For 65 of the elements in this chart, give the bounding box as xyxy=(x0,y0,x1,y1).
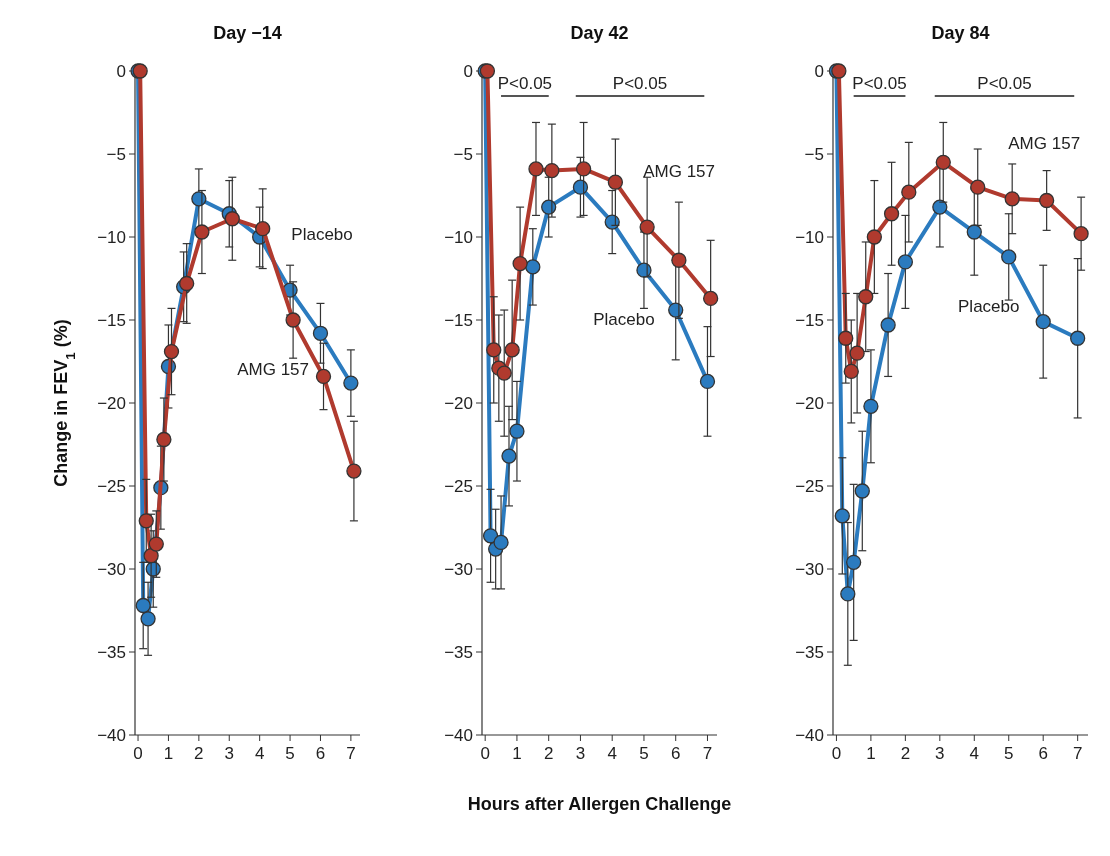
y-tick-label: −30 xyxy=(444,559,473,579)
y-tick-label: −20 xyxy=(97,393,126,413)
annotation: P<0.05 xyxy=(612,74,668,93)
chart-title: Day 42 xyxy=(570,23,629,43)
y-tick-label: −5 xyxy=(453,144,473,164)
x-tick-label: 2 xyxy=(194,744,204,763)
y-tick-label: −40 xyxy=(444,725,473,745)
annotation: P<0.05 xyxy=(497,74,553,93)
x-tick-label: 3 xyxy=(224,744,234,763)
y-tick-label: −25 xyxy=(795,476,824,496)
y-tick-label: −5 xyxy=(106,144,126,164)
x-tick-label: 7 xyxy=(702,744,713,763)
y-tick-label: 0 xyxy=(116,61,126,81)
x-tick-label: 1 xyxy=(866,744,876,763)
y-tick-label: −35 xyxy=(795,642,824,662)
y-tick-label: −40 xyxy=(795,725,824,745)
y-tick-label: −35 xyxy=(97,642,126,662)
x-tick-label: 0 xyxy=(831,744,842,763)
y-tick-label: −15 xyxy=(444,310,473,330)
y-tick-label: −25 xyxy=(444,476,473,496)
y-tick-label: −20 xyxy=(795,393,824,413)
x-tick-label: 1 xyxy=(512,744,522,763)
x-tick-label: 5 xyxy=(1004,744,1014,763)
y-tick-label: −30 xyxy=(97,559,126,579)
series-label: AMG 157 xyxy=(237,360,310,379)
x-tick-label: 0 xyxy=(480,744,490,763)
x-tick-label: 3 xyxy=(575,744,586,763)
annotation: P<0.05 xyxy=(852,74,907,93)
x-tick-label: 2 xyxy=(900,744,911,763)
y-tick-label: −15 xyxy=(795,310,824,330)
series-label: AMG 157 xyxy=(643,162,716,182)
y-tick-label: −15 xyxy=(97,310,126,330)
series-label: Placebo xyxy=(291,225,353,245)
y-tick-label: 0 xyxy=(814,61,824,81)
y-tick-label: −30 xyxy=(795,559,824,579)
text: AMG 157 xyxy=(1008,133,1081,153)
x-tick-label: 1 xyxy=(163,744,174,763)
y-tick-label: 0 xyxy=(463,61,473,81)
x-tick-label: 6 xyxy=(315,744,326,763)
x-tick-label: 7 xyxy=(346,744,356,763)
y-tick-label: −20 xyxy=(444,393,473,413)
x-tick-label: 4 xyxy=(969,744,980,763)
x-tick-label: 4 xyxy=(607,744,617,763)
y-tick-label: −35 xyxy=(444,642,473,662)
y-tick-label: −25 xyxy=(97,476,126,496)
y-tick-label: −40 xyxy=(97,725,126,745)
x-tick-label: 5 xyxy=(639,744,649,763)
series-label: Placebo xyxy=(593,310,655,330)
x-tick-label: 3 xyxy=(935,744,945,763)
x-tick-label: 0 xyxy=(133,744,143,763)
annotation: P<0.05 xyxy=(977,74,1032,93)
chart-title: Day −14 xyxy=(213,23,282,43)
x-tick-label: 2 xyxy=(543,744,554,763)
series-label: Placebo xyxy=(958,296,1020,316)
x-tick-label: 7 xyxy=(1072,744,1083,763)
chart-title: Day 84 xyxy=(931,23,990,43)
y-tick-label: −10 xyxy=(97,227,126,247)
x-axis-title: Hours after Allergen Challenge xyxy=(467,794,732,814)
x-tick-label: 5 xyxy=(285,744,295,763)
x-tick-label: 6 xyxy=(1038,744,1048,763)
x-tick-label: 4 xyxy=(254,744,265,763)
y-tick-label: −10 xyxy=(795,227,824,247)
x-tick-label: 6 xyxy=(670,744,681,763)
y-tick-label: −10 xyxy=(444,227,473,247)
y-tick-label: −5 xyxy=(804,144,824,164)
